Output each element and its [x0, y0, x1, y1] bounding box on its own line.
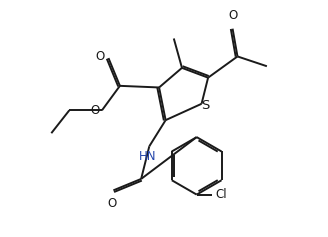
Text: HN: HN [139, 150, 156, 163]
Text: Cl: Cl [215, 188, 227, 201]
Text: O: O [228, 9, 237, 22]
Text: O: O [90, 104, 99, 117]
Text: O: O [107, 197, 116, 210]
Text: O: O [96, 50, 105, 63]
Text: S: S [201, 99, 210, 112]
